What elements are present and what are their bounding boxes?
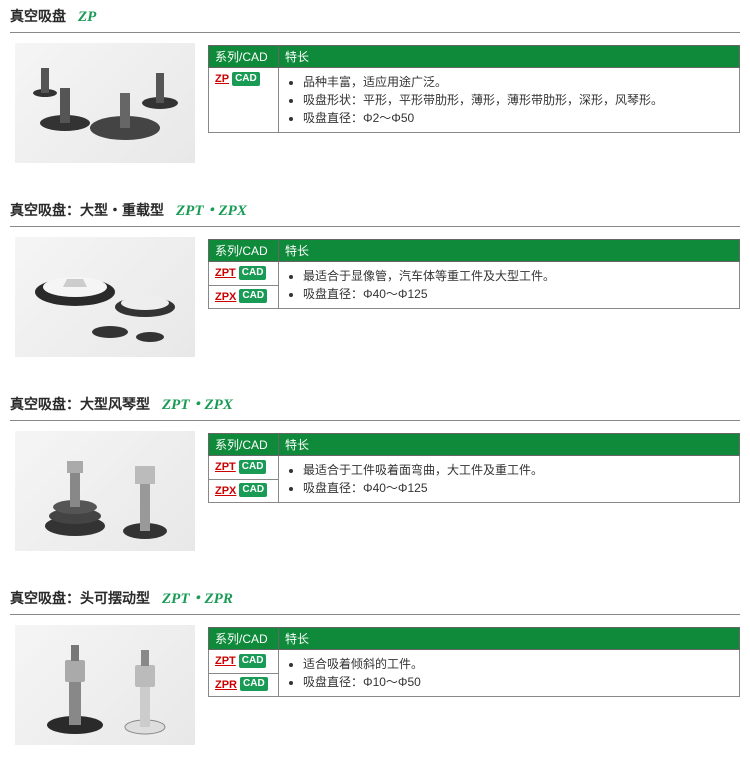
- product-section: 真空吸盘ZP系列/CAD特长ZPCAD品种丰富，适应用途广泛。吸盘形状：平形，平…: [0, 0, 750, 163]
- header-series-cad: 系列/CAD: [209, 240, 279, 262]
- header-features: 特长: [279, 46, 740, 68]
- product-image: [10, 431, 200, 551]
- product-image-placeholder: [15, 431, 195, 551]
- series-link[interactable]: ZPR: [215, 679, 237, 691]
- features-cell: 最适合于显像管，汽车体等重工件及大型工件。吸盘直径：Φ40～Φ125: [279, 262, 740, 309]
- header-series-cad: 系列/CAD: [209, 628, 279, 650]
- series-cell: ZPXCAD: [209, 285, 279, 309]
- section-title-bar: 真空吸盘 ZP: [10, 0, 740, 33]
- feature-item: 最适合于显像管，汽车体等重工件及大型工件。: [303, 267, 733, 285]
- features-cell: 品种丰富，适应用途广泛。吸盘形状：平形，平形带肋形，薄形，薄形带肋形，深形，风琴…: [279, 68, 740, 133]
- section-title-main: 真空吸盘：大型风琴型: [10, 396, 150, 412]
- header-series-cad: 系列/CAD: [209, 46, 279, 68]
- series-cell: ZPTCAD: [209, 456, 279, 480]
- section-title-code: ZPT・ZPX: [176, 203, 247, 219]
- feature-item: 最适合于工件吸着面弯曲，大工件及重工件。: [303, 461, 733, 479]
- section-title-main: 真空吸盘: [10, 8, 66, 24]
- section-title-code: ZPT・ZPR: [162, 591, 233, 607]
- series-link[interactable]: ZP: [215, 73, 229, 85]
- section-title-bar: 真空吸盘：大型风琴型 ZPT・ZPX: [10, 387, 740, 421]
- cad-badge[interactable]: CAD: [239, 289, 267, 303]
- header-features: 特长: [279, 240, 740, 262]
- series-cell: ZPTCAD: [209, 650, 279, 674]
- detail-table: 系列/CAD特长ZPCAD品种丰富，适应用途广泛。吸盘形状：平形，平形带肋形，薄…: [208, 45, 740, 133]
- product-section: 真空吸盘：大型・重载型ZPT・ZPX系列/CAD特长ZPTCAD最适合于显像管，…: [0, 193, 750, 357]
- section-body: 系列/CAD特长ZPTCAD适合吸着倾斜的工件。吸盘直径：Φ10～Φ50ZPRC…: [10, 625, 740, 745]
- table-row: ZPTCAD最适合于工件吸着面弯曲，大工件及重工件。吸盘直径：Φ40～Φ125: [209, 456, 740, 480]
- features-list: 最适合于工件吸着面弯曲，大工件及重工件。吸盘直径：Φ40～Φ125: [285, 461, 733, 497]
- feature-item: 品种丰富，适应用途广泛。: [303, 73, 733, 91]
- detail-table: 系列/CAD特长ZPTCAD最适合于显像管，汽车体等重工件及大型工件。吸盘直径：…: [208, 239, 740, 309]
- series-cell: ZPCAD: [209, 68, 279, 133]
- feature-item: 适合吸着倾斜的工件。: [303, 655, 733, 673]
- product-section: 真空吸盘：大型风琴型ZPT・ZPX系列/CAD特长ZPTCAD最适合于工件吸着面…: [0, 387, 750, 551]
- series-cell: ZPTCAD: [209, 262, 279, 286]
- section-body: 系列/CAD特长ZPTCAD最适合于显像管，汽车体等重工件及大型工件。吸盘直径：…: [10, 237, 740, 357]
- table-row: ZPTCAD最适合于显像管，汽车体等重工件及大型工件。吸盘直径：Φ40～Φ125: [209, 262, 740, 286]
- features-list: 最适合于显像管，汽车体等重工件及大型工件。吸盘直径：Φ40～Φ125: [285, 267, 733, 303]
- section-body: 系列/CAD特长ZPTCAD最适合于工件吸着面弯曲，大工件及重工件。吸盘直径：Φ…: [10, 431, 740, 551]
- feature-item: 吸盘直径：Φ2～Φ50: [303, 109, 733, 127]
- product-section: 真空吸盘：头可摆动型ZPT・ZPR系列/CAD特长ZPTCAD适合吸着倾斜的工件…: [0, 581, 750, 745]
- table-row: ZPTCAD适合吸着倾斜的工件。吸盘直径：Φ10～Φ50: [209, 650, 740, 674]
- features-cell: 最适合于工件吸着面弯曲，大工件及重工件。吸盘直径：Φ40～Φ125: [279, 456, 740, 503]
- series-link[interactable]: ZPT: [215, 655, 236, 667]
- product-image-placeholder: [15, 625, 195, 745]
- feature-item: 吸盘直径：Φ40～Φ125: [303, 479, 733, 497]
- detail-table: 系列/CAD特长ZPTCAD最适合于工件吸着面弯曲，大工件及重工件。吸盘直径：Φ…: [208, 433, 740, 503]
- section-title-bar: 真空吸盘：头可摆动型 ZPT・ZPR: [10, 581, 740, 615]
- cad-badge[interactable]: CAD: [240, 677, 268, 691]
- product-image: [10, 237, 200, 357]
- section-title-code: ZP: [78, 9, 96, 25]
- section-body: 系列/CAD特长ZPCAD品种丰富，适应用途广泛。吸盘形状：平形，平形带肋形，薄…: [10, 43, 740, 163]
- detail-table: 系列/CAD特长ZPTCAD适合吸着倾斜的工件。吸盘直径：Φ10～Φ50ZPRC…: [208, 627, 740, 697]
- header-features: 特长: [279, 434, 740, 456]
- cad-badge[interactable]: CAD: [239, 483, 267, 497]
- series-cell: ZPRCAD: [209, 673, 279, 697]
- section-title-main: 真空吸盘：大型・重载型: [10, 202, 164, 218]
- features-cell: 适合吸着倾斜的工件。吸盘直径：Φ10～Φ50: [279, 650, 740, 697]
- features-list: 适合吸着倾斜的工件。吸盘直径：Φ10～Φ50: [285, 655, 733, 691]
- series-link[interactable]: ZPX: [215, 291, 236, 303]
- feature-item: 吸盘直径：Φ10～Φ50: [303, 673, 733, 691]
- feature-item: 吸盘直径：Φ40～Φ125: [303, 285, 733, 303]
- section-title-main: 真空吸盘：头可摆动型: [10, 590, 150, 606]
- cad-badge[interactable]: CAD: [239, 654, 267, 668]
- feature-item: 吸盘形状：平形，平形带肋形，薄形，薄形带肋形，深形，风琴形。: [303, 91, 733, 109]
- table-row: ZPCAD品种丰富，适应用途广泛。吸盘形状：平形，平形带肋形，薄形，薄形带肋形，…: [209, 68, 740, 133]
- product-image-placeholder: [15, 237, 195, 357]
- product-image: [10, 625, 200, 745]
- product-image-placeholder: [15, 43, 195, 163]
- product-image: [10, 43, 200, 163]
- series-cell: ZPXCAD: [209, 479, 279, 503]
- cad-badge[interactable]: CAD: [239, 266, 267, 280]
- series-link[interactable]: ZPT: [215, 267, 236, 279]
- series-link[interactable]: ZPT: [215, 461, 236, 473]
- header-features: 特长: [279, 628, 740, 650]
- series-link[interactable]: ZPX: [215, 485, 236, 497]
- section-title-bar: 真空吸盘：大型・重载型 ZPT・ZPX: [10, 193, 740, 227]
- header-series-cad: 系列/CAD: [209, 434, 279, 456]
- cad-badge[interactable]: CAD: [232, 72, 260, 86]
- cad-badge[interactable]: CAD: [239, 460, 267, 474]
- features-list: 品种丰富，适应用途广泛。吸盘形状：平形，平形带肋形，薄形，薄形带肋形，深形，风琴…: [285, 73, 733, 127]
- section-title-code: ZPT・ZPX: [162, 397, 233, 413]
